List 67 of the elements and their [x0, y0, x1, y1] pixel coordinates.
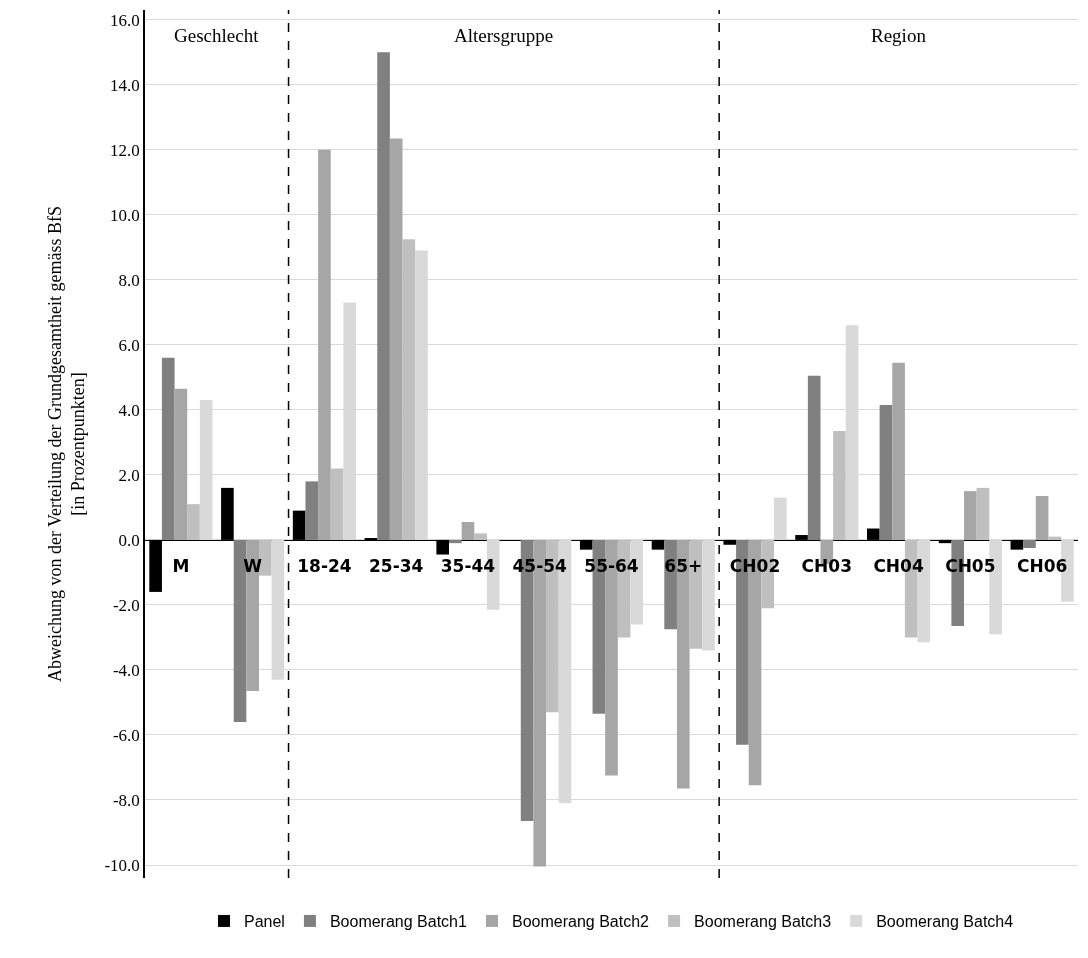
bar — [436, 539, 450, 555]
y-tick-label: 2.0 — [118, 465, 140, 485]
bar — [976, 487, 990, 540]
x-tick-label: CH03 — [801, 555, 852, 576]
annotation: Altersgruppe — [454, 25, 554, 46]
x-tick-label: 35-44 — [440, 555, 496, 576]
y-tick-label: -4.0 — [112, 660, 140, 680]
x-tick-label: CH06 — [1016, 555, 1068, 576]
y-tick-label: 12.0 — [110, 140, 140, 160]
bar — [305, 481, 319, 540]
x-tick-label: 25-34 — [369, 555, 424, 576]
bar — [161, 357, 175, 540]
bar — [723, 539, 737, 545]
bar — [1010, 539, 1024, 550]
x-tick-label: 45-54 — [512, 555, 568, 576]
bar — [461, 522, 475, 540]
bar — [795, 535, 808, 540]
x-tick-label: CH05 — [945, 555, 996, 576]
y-tick-label: 16.0 — [110, 10, 140, 30]
y-tick-label: 0.0 — [118, 530, 140, 550]
annotation: Geschlecht — [174, 25, 260, 46]
bar — [449, 539, 462, 544]
y-tick-label: -2.0 — [112, 595, 140, 615]
bar — [402, 239, 416, 540]
bar — [389, 138, 403, 540]
legend-label: Boomerang Batch3 — [694, 913, 832, 931]
x-tick-label: M — [172, 555, 190, 576]
y-axis-title: Abweichung von der Verteilung der Grundgesamtheit gemäss BfS [in Prozentpunkten] — [44, 205, 89, 683]
legend-label: Boomerang Batch4 — [876, 913, 1014, 931]
bar — [579, 539, 593, 550]
y-tick-label: 6.0 — [118, 335, 140, 355]
y-tick-label: -8.0 — [112, 790, 140, 810]
x-tick-label: 65+ — [664, 555, 703, 576]
legend-label: Boomerang Batch2 — [512, 913, 650, 931]
legend-label: Panel — [244, 913, 285, 931]
bar — [879, 404, 893, 540]
y-tick-label: -10.0 — [104, 855, 140, 875]
bar — [1048, 536, 1062, 540]
bar — [651, 539, 665, 550]
x-tick-label: W — [243, 555, 263, 576]
y-tick-label: 14.0 — [110, 75, 140, 95]
bar — [221, 487, 234, 540]
bar — [1023, 539, 1036, 549]
y-tick-label: 4.0 — [118, 400, 140, 420]
bar — [964, 491, 977, 540]
bar — [377, 52, 390, 540]
annotation: Region — [871, 25, 927, 46]
bar — [807, 375, 821, 540]
x-tick-label: CH02 — [729, 555, 781, 576]
bar — [892, 362, 905, 540]
legend-label: Boomerang Batch1 — [329, 913, 467, 931]
bar — [174, 388, 188, 540]
bar — [149, 539, 162, 592]
y-tick-label: -6.0 — [112, 725, 140, 745]
bar — [187, 504, 200, 540]
bar — [292, 510, 306, 540]
y-tick-label: 8.0 — [118, 270, 140, 290]
bar — [1035, 496, 1049, 540]
bar — [318, 149, 331, 540]
bar — [474, 533, 487, 540]
x-tick-label: 55-64 — [584, 555, 639, 576]
x-tick-label: 18-24 — [297, 555, 352, 576]
x-tick-label: CH04 — [873, 555, 924, 576]
y-tick-label: 10.0 — [110, 205, 140, 225]
bar — [330, 468, 344, 540]
bar — [833, 431, 846, 540]
bar — [867, 528, 880, 540]
